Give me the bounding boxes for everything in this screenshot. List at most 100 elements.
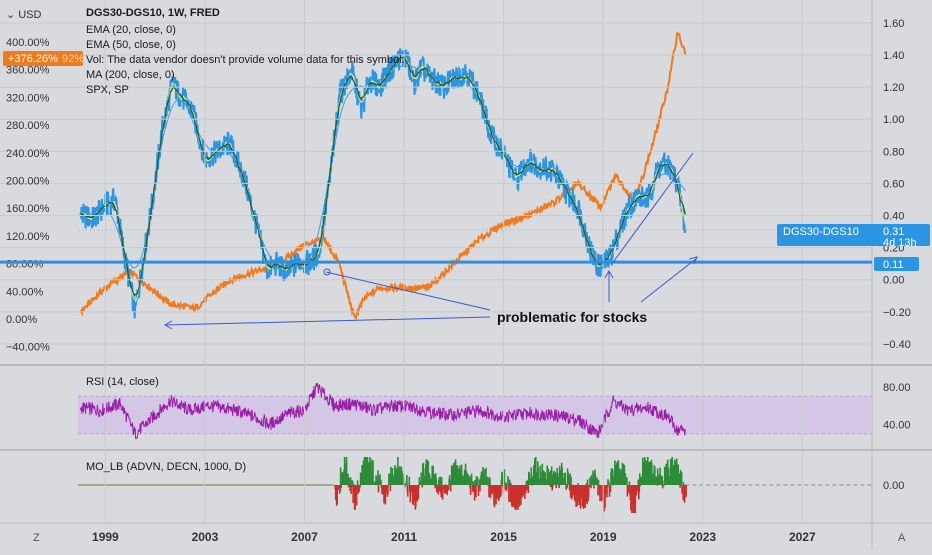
annotation-text[interactable]: problematic for stocks (497, 309, 647, 325)
left-axis-tick[interactable]: 240.00% (6, 148, 50, 160)
right-axis-tick[interactable]: 1.40 (883, 50, 904, 62)
time-tick-2011[interactable]: 2011 (391, 530, 417, 544)
mo-bar (558, 485, 560, 488)
left-axis-tick[interactable]: 200.00% (6, 176, 50, 188)
left-axis-tick[interactable]: −40.00% (6, 342, 50, 354)
left-axis-tick[interactable]: 160.00% (6, 203, 50, 215)
mo-bar (564, 473, 566, 485)
mo-bar (683, 482, 685, 485)
right-axis-tick[interactable]: −0.20 (883, 307, 911, 319)
mo-bar (418, 485, 420, 489)
legend-ema50[interactable]: EMA (50, close, 0) (86, 39, 176, 51)
mo-bar (507, 476, 509, 485)
legend-spx[interactable]: SPX, SP (86, 84, 129, 96)
zoom-reset-button[interactable]: Z (33, 532, 40, 544)
mo-bar (502, 473, 504, 486)
left-axis-tick[interactable]: 120.00% (6, 231, 50, 243)
mo-axis-tick[interactable]: 0.00 (883, 480, 904, 492)
mo-bar (640, 485, 642, 486)
mo-bar (510, 483, 512, 485)
arrow-to-2000-low[interactable] (166, 317, 490, 325)
right-axis-tick[interactable]: 0.40 (883, 211, 904, 223)
left-axis-tick[interactable]: 0.00% (6, 314, 37, 326)
mo-bar (406, 475, 408, 485)
mo-bar (566, 485, 568, 488)
hline-label-value: 0.11 (883, 259, 904, 271)
mo-bar (593, 485, 595, 489)
mo-bar (350, 477, 352, 485)
mo-bar (587, 480, 589, 486)
mo-bar (598, 480, 600, 485)
mo-bar (555, 485, 557, 488)
mo-bar (422, 485, 424, 488)
mo-bar (437, 485, 439, 495)
mo-bar (489, 479, 491, 485)
right-axis-tick[interactable]: 1.20 (883, 82, 904, 94)
time-tick-2003[interactable]: 2003 (192, 530, 219, 544)
time-tick-2019[interactable]: 2019 (590, 530, 617, 544)
mo-bar (526, 485, 528, 490)
mo-bar (444, 485, 446, 494)
left-axis-tick[interactable]: 320.00% (6, 92, 50, 104)
mo-bar (353, 484, 355, 485)
mo-bar (610, 485, 612, 492)
mo-bar (488, 485, 490, 497)
left-axis-tick[interactable]: 40.00% (6, 286, 44, 298)
mo-bar (661, 476, 663, 485)
mo-bar (681, 472, 683, 485)
mo-bar (448, 485, 450, 490)
rsi-title[interactable]: RSI (14, close) (86, 376, 159, 388)
time-tick-2027[interactable]: 2027 (789, 530, 816, 544)
left-axis-tick[interactable]: 280.00% (6, 120, 50, 132)
ema50-line[interactable] (81, 57, 686, 295)
mo-bar (657, 468, 659, 485)
mo-bar (590, 485, 592, 488)
right-axis-tick[interactable]: 0.00 (883, 275, 904, 287)
ma200-line[interactable] (81, 65, 686, 268)
mo-bar (359, 485, 361, 487)
mo-bar (629, 481, 631, 485)
mo-bar (387, 485, 389, 495)
mo-bar (487, 478, 489, 485)
mo-bar (607, 485, 609, 487)
time-tick-1999[interactable]: 1999 (92, 530, 119, 544)
mo-bar (407, 485, 409, 497)
mo-bar (626, 477, 628, 485)
mo-bar (390, 485, 392, 491)
legend-ma200[interactable]: MA (200, close, 0) (86, 69, 175, 81)
mo-bar (378, 485, 380, 492)
left-axis-tick[interactable]: 400.00% (6, 37, 50, 49)
rsi-axis-tick[interactable]: 80.00 (883, 382, 911, 394)
left-axis-tick[interactable]: 360.00% (6, 65, 50, 77)
mo-bar (638, 480, 640, 485)
legend-vol[interactable]: Vol: The data vendor doesn't provide vol… (86, 54, 405, 66)
rsi-axis-tick[interactable]: 40.00 (883, 419, 911, 431)
price-label-name: DGS30-DGS10 (783, 226, 859, 238)
mo-bar (532, 485, 534, 486)
mo-bar (470, 485, 472, 495)
auto-scale-button[interactable]: A (898, 532, 906, 544)
mo-bar (543, 471, 545, 486)
mo-bar (570, 477, 572, 485)
mo-bar (477, 477, 479, 485)
right-axis-tick[interactable]: 1.60 (883, 18, 904, 30)
left-axis-tick[interactable]: 80.00% (6, 259, 44, 271)
right-axis-tick[interactable]: 0.60 (883, 178, 904, 190)
mo-bar (409, 477, 411, 485)
time-tick-2007[interactable]: 2007 (291, 530, 318, 544)
mo-bar (552, 485, 554, 488)
legend-ema20[interactable]: EMA (20, close, 0) (86, 24, 176, 36)
mo-bar (599, 485, 601, 501)
right-axis-tick[interactable]: 1.00 (883, 114, 904, 126)
time-tick-2015[interactable]: 2015 (490, 530, 517, 544)
mo-title[interactable]: MO_LB (ADVN, DECN, 1000, D) (86, 461, 246, 473)
mo-bar (500, 485, 502, 496)
symbol-title[interactable]: DGS30-DGS10, 1W, FRED (86, 7, 220, 19)
right-axis-tick[interactable]: 0.80 (883, 146, 904, 158)
time-tick-2023[interactable]: 2023 (689, 530, 716, 544)
currency-text: USD (18, 9, 41, 21)
currency-label[interactable]: ⌄USD (6, 9, 41, 21)
mo-bar (475, 485, 477, 497)
right-axis-tick[interactable]: −0.40 (883, 339, 911, 351)
